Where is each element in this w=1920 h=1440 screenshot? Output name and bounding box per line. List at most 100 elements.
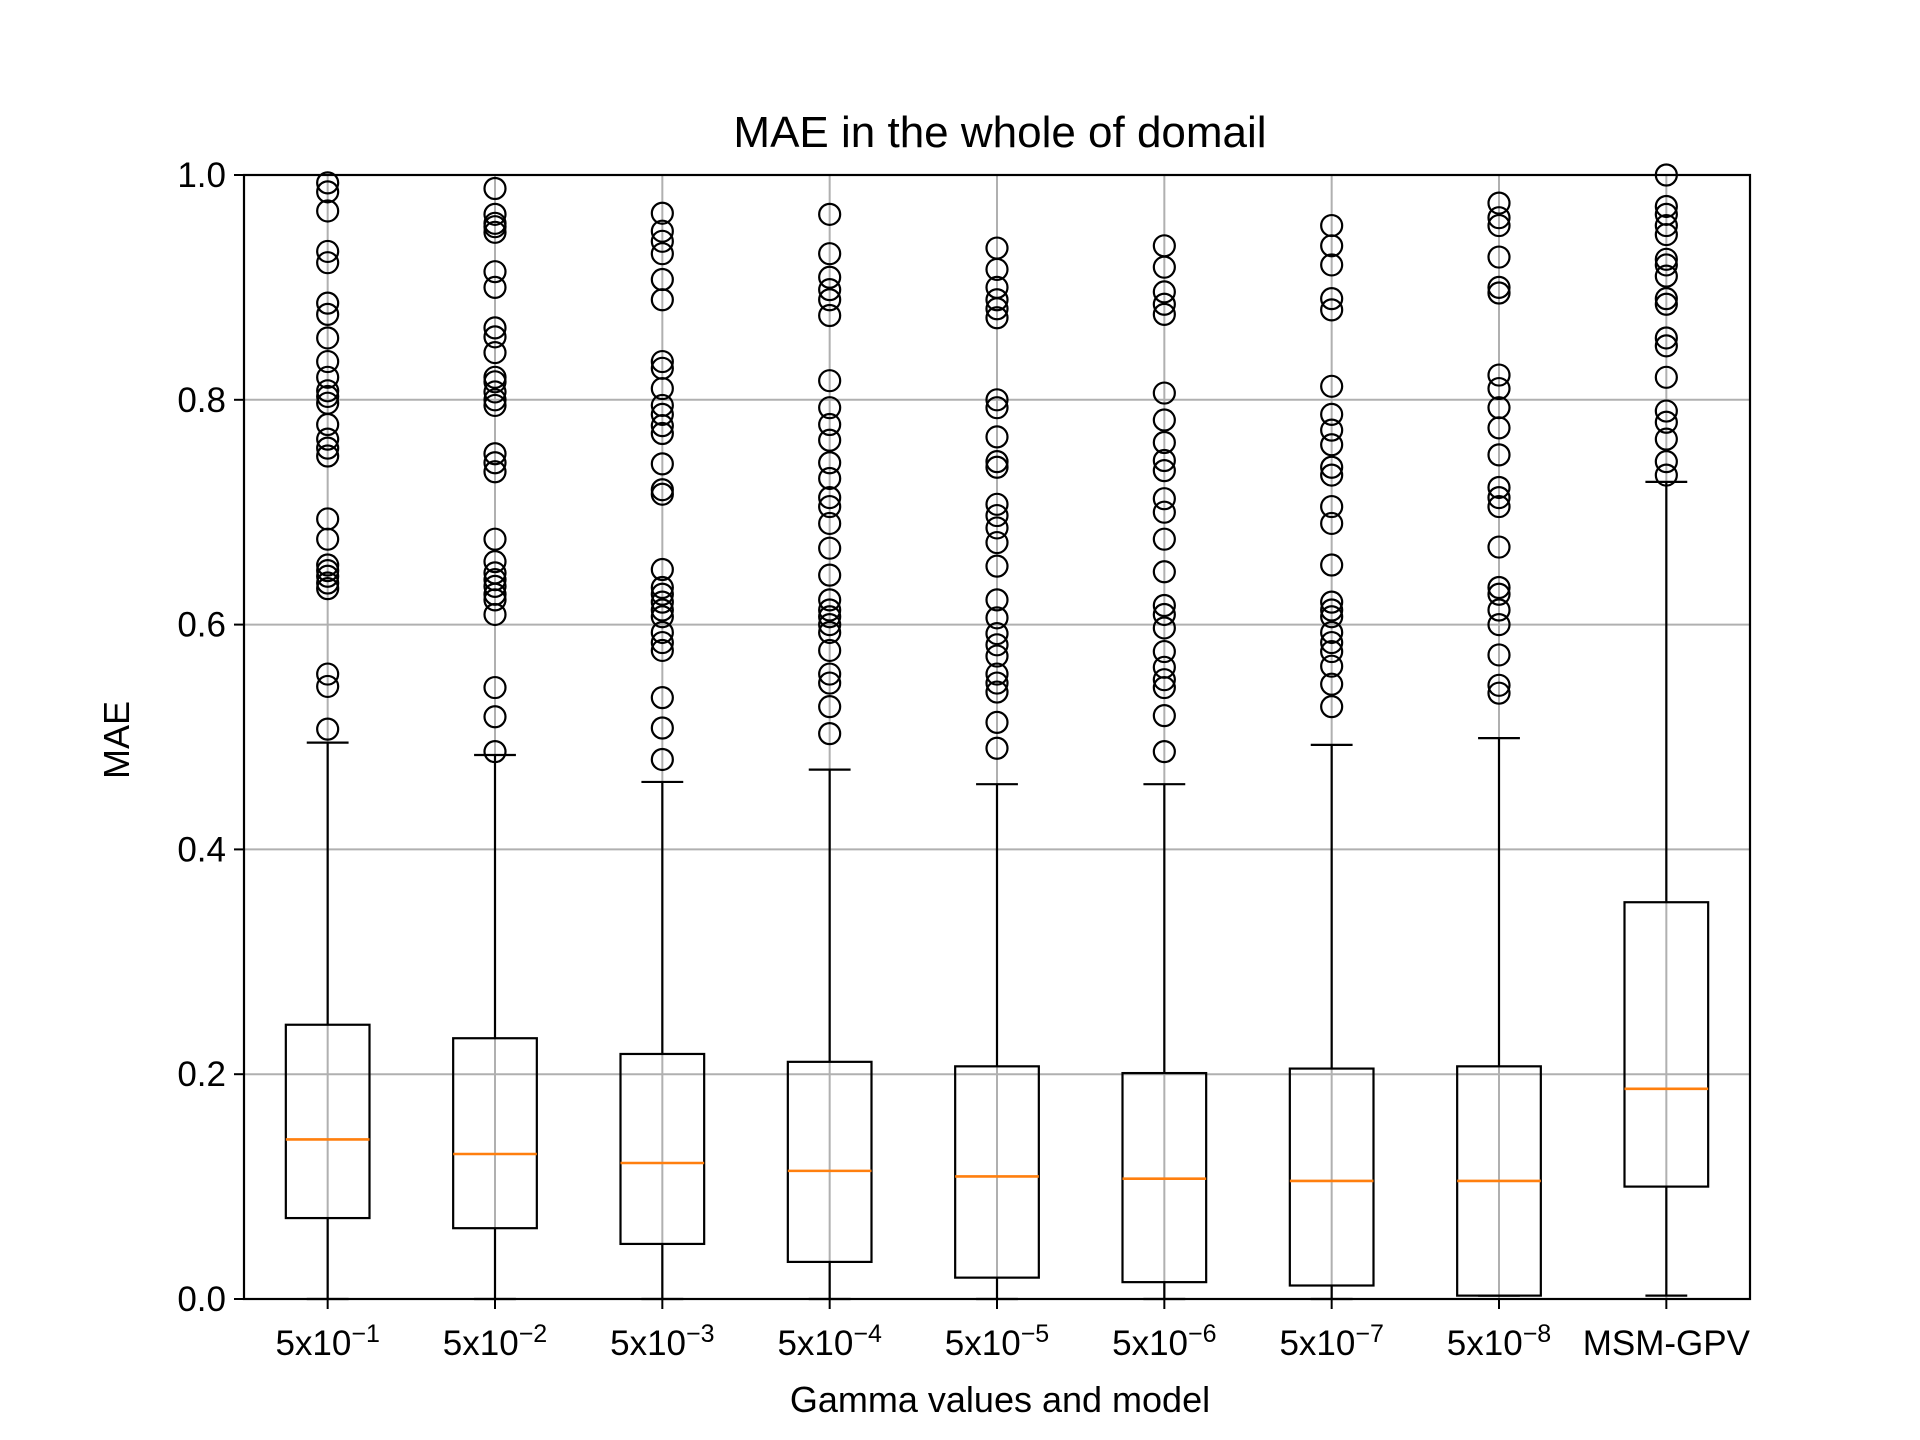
outlier-point xyxy=(1320,374,1344,398)
outlier-point xyxy=(316,571,340,595)
outlier-point xyxy=(1152,602,1176,627)
outlier-point xyxy=(985,680,1009,704)
outlier-point xyxy=(985,633,1009,657)
outlier-point xyxy=(650,267,674,292)
outlier-point xyxy=(1654,292,1678,316)
outlier-point xyxy=(650,393,674,418)
outlier-point xyxy=(1152,560,1176,584)
outlier-point xyxy=(1654,365,1678,389)
outlier-point xyxy=(1320,605,1344,629)
outlier-point xyxy=(483,393,507,418)
box-iqr xyxy=(284,1023,371,1220)
outlier-point xyxy=(818,428,842,452)
outlier-point xyxy=(1152,593,1176,618)
outlier-point xyxy=(818,369,842,393)
x-tick-label: 5x10−7 xyxy=(1279,1320,1383,1363)
outlier-point xyxy=(316,577,340,601)
outlier-point xyxy=(316,326,340,350)
outlier-point xyxy=(316,349,340,374)
outlier-point xyxy=(985,671,1009,695)
outlier-point xyxy=(818,303,842,328)
outlier-point xyxy=(1487,443,1511,467)
outlier-point xyxy=(1654,334,1678,358)
outlier-point xyxy=(1487,245,1511,269)
outlier-point xyxy=(1320,253,1344,277)
box-group xyxy=(1623,163,1710,1297)
outlier-point xyxy=(985,450,1009,474)
outlier-point xyxy=(985,288,1009,312)
outlier-point xyxy=(316,427,340,451)
outlier-point xyxy=(818,396,842,420)
outlier-point xyxy=(985,388,1009,412)
outlier-point xyxy=(650,349,674,374)
box-iqr xyxy=(954,1065,1040,1279)
y-tick-label: 1.0 xyxy=(177,156,226,195)
outlier-point xyxy=(316,436,340,460)
outlier-point xyxy=(1152,668,1176,692)
outlier-point xyxy=(818,671,842,695)
outlier-point xyxy=(650,582,674,606)
outlier-point xyxy=(1320,630,1344,655)
outlier-point xyxy=(650,201,674,225)
outlier-point xyxy=(1654,213,1678,238)
outlier-point xyxy=(483,574,507,598)
outlier-point xyxy=(1487,681,1511,705)
outlier-point xyxy=(316,251,340,275)
outlier-point xyxy=(483,442,507,466)
outlier-point xyxy=(316,444,340,468)
y-tick-label: 0.8 xyxy=(177,381,226,420)
outlier-point xyxy=(650,747,674,772)
outlier-point xyxy=(818,563,842,587)
outlier-point xyxy=(1320,433,1344,457)
outlier-point xyxy=(985,275,1009,299)
outlier-point xyxy=(650,229,674,253)
outlier-point xyxy=(483,740,507,764)
outlier-point xyxy=(650,421,674,446)
outlier-point xyxy=(1487,376,1511,401)
box-iqr xyxy=(452,1037,538,1230)
outlier-point xyxy=(1487,535,1511,559)
outlier-point xyxy=(1320,463,1344,487)
outlier-point xyxy=(1654,399,1678,423)
outlier-point xyxy=(1152,704,1176,728)
outlier-point xyxy=(1152,487,1176,511)
x-tick-label: 5x10−8 xyxy=(1447,1320,1551,1363)
outlier-point xyxy=(1654,463,1678,487)
outlier-point xyxy=(985,710,1009,734)
outlier-point xyxy=(316,384,340,409)
outlier-point xyxy=(985,736,1009,760)
outlier-point xyxy=(483,550,507,574)
box-group xyxy=(1288,213,1375,1301)
outlier-point xyxy=(985,503,1009,528)
outlier-point xyxy=(483,176,507,201)
outlier-point xyxy=(818,265,842,289)
outlier-point xyxy=(1654,202,1678,226)
outlier-point xyxy=(483,275,507,299)
outlier-point xyxy=(1654,264,1678,288)
outlier-point xyxy=(316,365,340,389)
x-tick-label: 5x10−5 xyxy=(945,1320,1049,1363)
outlier-point xyxy=(1487,275,1511,299)
outlier-point xyxy=(316,662,340,686)
outlier-point xyxy=(316,391,340,415)
outlier-point xyxy=(818,598,842,622)
outlier-point xyxy=(1654,410,1678,434)
outlier-point xyxy=(483,451,507,475)
outlier-point xyxy=(1654,427,1678,451)
outlier-point xyxy=(1152,448,1176,473)
x-tick-exponent: −3 xyxy=(686,1320,715,1348)
outlier-point xyxy=(650,452,674,476)
outlier-point xyxy=(985,606,1009,630)
outlier-point xyxy=(1152,280,1176,304)
outlier-point xyxy=(1654,253,1678,277)
outlier-point xyxy=(818,485,842,510)
outlier-point xyxy=(818,662,842,686)
outlier-point xyxy=(483,340,507,365)
outlier-point xyxy=(650,598,674,622)
outlier-point xyxy=(650,686,674,710)
outlier-point xyxy=(818,695,842,719)
outlier-point xyxy=(1487,485,1511,510)
x-tick-label: 5x10−1 xyxy=(275,1320,379,1363)
outlier-point xyxy=(650,478,674,502)
